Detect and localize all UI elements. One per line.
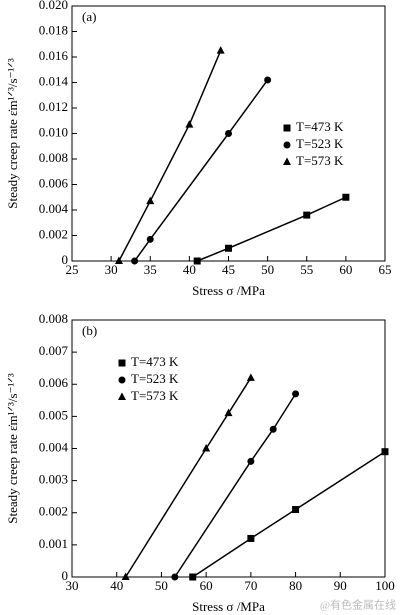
marker-circle	[264, 76, 272, 84]
y-tick-label: 0.002	[39, 226, 68, 241]
marker-circle	[225, 130, 232, 137]
x-tick-label: 50	[155, 578, 168, 593]
y-tick-label: 0	[62, 568, 69, 583]
y-tick-label: 0.002	[39, 504, 68, 519]
marker-circle	[283, 141, 291, 149]
y-tick-label: 0.006	[39, 175, 69, 190]
y-tick-label: 0.006	[39, 375, 69, 390]
x-tick-label: 50	[261, 262, 274, 277]
legend-label: T=573 K	[296, 153, 344, 168]
marker-square	[381, 448, 389, 456]
x-tick-label: 65	[379, 262, 392, 277]
marker-square	[342, 193, 350, 201]
x-tick-label: 60	[200, 578, 213, 593]
x-tick-label: 40	[183, 262, 196, 277]
marker-square	[303, 211, 311, 219]
x-tick-label: 45	[222, 262, 235, 277]
marker-square	[189, 573, 197, 581]
y-tick-label: 0.020	[39, 0, 68, 12]
x-axis-title: Stress σ /MPa	[192, 599, 265, 614]
marker-circle	[292, 390, 300, 398]
y-tick-label: 0.008	[39, 311, 68, 326]
fit-line	[174, 393, 297, 578]
x-tick-label: 100	[375, 578, 395, 593]
legend-label: T=473 K	[296, 119, 344, 134]
panel-label: (a)	[82, 9, 96, 24]
marker-triangle	[283, 157, 291, 165]
fit-line	[133, 79, 269, 262]
marker-triangle	[185, 120, 194, 128]
marker-triangle	[146, 196, 155, 205]
marker-triangle	[121, 572, 130, 580]
y-tick-label: 0.001	[39, 536, 68, 551]
marker-square	[193, 257, 201, 265]
legend-label: T=573 K	[131, 388, 179, 403]
marker-square	[283, 124, 291, 132]
plot-frame	[71, 319, 386, 578]
marker-circle	[118, 376, 126, 384]
fit-line	[118, 50, 222, 262]
x-tick-label: 25	[66, 262, 79, 277]
y-tick-label: 0	[62, 252, 69, 267]
marker-square	[247, 534, 255, 542]
y-tick-label: 0.012	[39, 99, 68, 114]
marker-square	[225, 244, 232, 252]
fit-line	[125, 377, 252, 578]
y-tick-label: 0.008	[39, 150, 68, 165]
marker-triangle	[224, 408, 233, 417]
x-tick-label: 80	[289, 578, 302, 593]
y-tick-label: 0.003	[39, 472, 68, 487]
fit-line	[192, 451, 386, 578]
y-tick-label: 0.014	[39, 73, 69, 88]
x-tick-label: 90	[334, 578, 347, 593]
marker-triangle	[114, 256, 123, 264]
x-tick-label: 30	[66, 578, 79, 593]
x-tick-label: 30	[105, 262, 118, 277]
y-tick-label: 0.007	[39, 343, 69, 358]
marker-circle	[247, 457, 255, 465]
x-tick-label: 40	[110, 578, 123, 593]
x-tick-label: 60	[339, 262, 352, 277]
legend-label: T=523 K	[131, 371, 179, 386]
x-tick-label: 70	[244, 578, 257, 593]
marker-circle	[131, 257, 139, 265]
y-tick-label: 0.016	[39, 48, 69, 63]
y-tick-label: 0.010	[39, 124, 68, 139]
watermark: @有色金属在线	[320, 598, 396, 612]
x-tick-label: 35	[144, 262, 157, 277]
marker-circle	[269, 425, 277, 433]
fit-line	[196, 196, 347, 262]
marker-triangle	[246, 373, 255, 381]
x-axis-title: Stress σ /MPa	[192, 283, 265, 298]
y-tick-label: 0.005	[39, 407, 68, 422]
marker-triangle	[216, 46, 225, 54]
y-tick-label: 0.004	[39, 439, 69, 454]
x-tick-label: 55	[300, 262, 313, 277]
legend-label: T=523 K	[296, 136, 344, 151]
marker-triangle	[118, 392, 126, 400]
y-tick-label: 0.018	[39, 22, 68, 37]
y-tick-label: 0.004	[39, 201, 69, 216]
panel-label: (b)	[82, 323, 97, 338]
y-axis-title: Steady creep rate ε̇m¹ᐟ³/s⁻¹ᐟ³	[5, 373, 20, 524]
marker-square	[118, 359, 126, 367]
marker-square	[292, 506, 300, 514]
marker-circle	[171, 573, 179, 581]
marker-triangle	[202, 444, 211, 452]
legend-label: T=473 K	[131, 354, 179, 369]
marker-circle	[146, 235, 154, 243]
y-axis-title: Steady creep rate ε̇m¹ᐟ³/s⁻¹ᐟ³	[5, 58, 20, 209]
